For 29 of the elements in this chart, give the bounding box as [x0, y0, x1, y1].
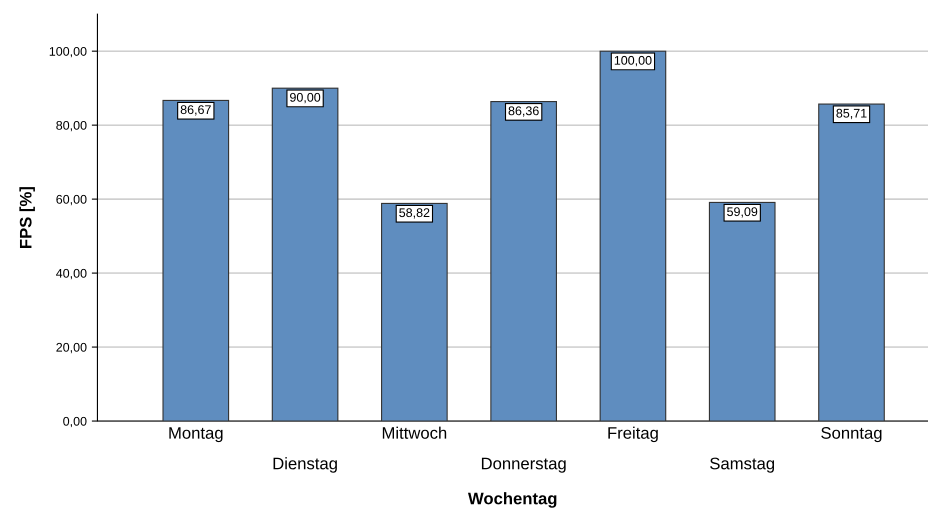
bar: [162, 100, 230, 422]
x-tick-label: Dienstag: [274, 457, 337, 473]
bar: [272, 88, 338, 422]
bar: [381, 202, 448, 422]
data-label: 100,00: [614, 56, 652, 66]
y-axis-title: FPS [%]: [19, 187, 35, 248]
x-tick-label: Freitag: [608, 426, 658, 442]
bar: [600, 50, 666, 422]
data-label: 90,00: [290, 92, 320, 104]
data-label: 58,82: [399, 208, 430, 219]
data-label: 86,36: [508, 106, 539, 117]
bar: [490, 101, 557, 422]
x-tick-label: Montag: [169, 427, 223, 442]
y-tick-label: 60,00: [56, 194, 87, 206]
y-tick-label: 40,00: [56, 268, 87, 280]
x-tick-label: Samstag: [710, 458, 774, 473]
data-label: 59,09: [727, 207, 758, 218]
x-tick-label: Sonntag: [821, 427, 882, 442]
y-tick-label: 80,00: [56, 120, 87, 132]
bar: [818, 103, 885, 422]
bar: [708, 202, 776, 422]
x-tick-label: Donnerstag: [482, 458, 566, 473]
x-tick-label: Mittwoch: [382, 426, 446, 439]
y-tick-label: 0,00: [63, 416, 87, 428]
data-label: 86,67: [180, 105, 211, 116]
x-axis-title: Wochentag: [468, 492, 556, 508]
y-tick-label: 100,00: [50, 46, 87, 58]
data-label: 85,71: [836, 108, 867, 120]
y-tick-label: 20,00: [56, 342, 87, 354]
